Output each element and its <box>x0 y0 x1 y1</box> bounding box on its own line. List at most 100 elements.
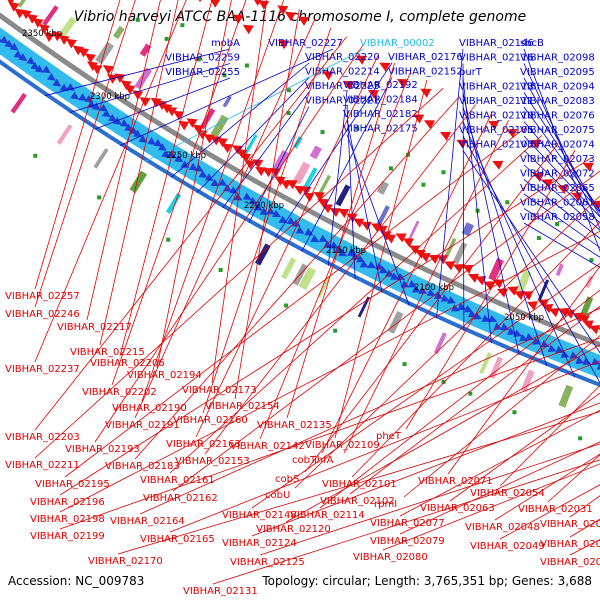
forward-gene-arrow <box>334 245 344 253</box>
forward-gene-arrow <box>493 322 503 330</box>
reverse-gene-arrow <box>317 198 329 209</box>
reverse-gene-arrow <box>5 0 17 6</box>
leader-line-bottom <box>134 18 316 419</box>
gene-label-top: VIBHAR_02098 <box>520 53 595 64</box>
feature-block <box>113 25 125 40</box>
green-mark <box>286 111 291 116</box>
gene-label-bottom: VIBHAR_02183 <box>105 461 180 472</box>
forward-gene-arrow <box>569 351 579 359</box>
leader-line-bottom <box>111 0 247 386</box>
reverse-gene-arrow <box>232 14 244 24</box>
forward-gene-arrow <box>133 129 143 138</box>
reverse-gene-arrow <box>297 16 310 26</box>
gene-label-top: VIBHAR_02111 <box>459 96 534 107</box>
leader-line-top <box>462 106 548 367</box>
leader-line-bottom <box>334 79 428 439</box>
green-mark <box>320 130 325 135</box>
green-mark <box>135 17 140 22</box>
gene-label-top: VIBHAR_02255 <box>165 67 240 78</box>
gene-label-bottom: VIBHAR_02079 <box>370 536 445 547</box>
leader-line-bottom <box>34 0 187 363</box>
forward-gene-arrow <box>108 113 117 122</box>
feature-block <box>17 0 27 8</box>
forward-gene-arrow <box>91 102 101 111</box>
leader-line-bottom <box>59 337 600 530</box>
reverse-gene-arrow <box>255 166 267 177</box>
leader-line-bottom <box>304 142 559 473</box>
leader-line-top <box>523 92 600 212</box>
feature-block <box>520 369 535 393</box>
leader-line-bottom <box>119 0 213 357</box>
leader-line-bottom <box>349 305 600 495</box>
leader-line-bottom <box>403 335 600 498</box>
kbp-tick-label: 2150 kbp <box>326 246 366 256</box>
gene-label-top: VIBHAR_02221 <box>305 96 380 107</box>
gene-label-bottom: VIBHAR_02215 <box>70 347 145 358</box>
feature-block <box>479 352 492 375</box>
feature-block <box>317 174 331 196</box>
reverse-gene-arrow <box>530 139 542 149</box>
leader-line-bottom <box>399 409 600 517</box>
reverse-gene-arrow <box>413 114 425 124</box>
forward-gene-arrow <box>210 178 220 187</box>
leader-line-bottom <box>321 112 493 454</box>
gene-label-bottom: VIBHAR_02211 <box>5 460 80 471</box>
leader-line-top <box>44 48 231 97</box>
feature-block <box>585 275 594 289</box>
green-mark <box>441 379 446 384</box>
forward-gene-arrow <box>198 170 208 178</box>
reverse-gene-arrow <box>277 5 289 15</box>
forward-gene-arrow <box>70 91 80 100</box>
gene-label-bottom: VIBHAR_02015 <box>540 519 600 530</box>
gene-label-top: VIBHAR_02175 <box>343 124 418 135</box>
leader-line-bottom <box>169 360 600 533</box>
reverse-gene-arrow <box>26 13 38 24</box>
leader-line-bottom <box>343 120 510 454</box>
feature-block <box>309 145 322 160</box>
gene-label-top: VIBHAR_02182 <box>343 109 418 120</box>
leader-line-bottom <box>86 0 161 321</box>
reverse-gene-arrow <box>557 184 569 195</box>
reverse-gene-arrow <box>337 208 350 218</box>
leader-line-bottom <box>117 411 600 555</box>
reverse-gene-arrow <box>173 110 185 121</box>
reverse-gene-arrow <box>475 276 487 286</box>
forward-gene-arrow <box>34 64 44 73</box>
gene-label-top: VIBHAR_02076 <box>520 111 595 122</box>
leader-line-top <box>523 150 600 224</box>
forward-gene-arrow <box>532 337 542 345</box>
reverse-gene-arrow <box>379 62 391 72</box>
leader-line-bottom <box>499 484 600 540</box>
forward-gene-arrow <box>513 329 523 337</box>
forward-gene-arrow <box>229 186 239 194</box>
forward-gene-arrow <box>41 65 51 74</box>
reverse-gene-arrow <box>462 264 474 275</box>
feature-block <box>243 134 258 155</box>
forward-gene-arrow <box>278 215 288 224</box>
genome-summary: Topology: circular; Length: 3,765,351 bp… <box>262 574 592 588</box>
gene-label-bottom: VIBHAR_02077 <box>370 518 445 529</box>
gene-label-bottom: VIBHAR_02101 <box>322 479 397 490</box>
reverse-gene-arrow <box>541 179 554 189</box>
reverse-gene-arrow <box>139 97 151 107</box>
reverse-gene-arrow <box>588 324 600 335</box>
forward-gene-arrow <box>248 196 258 205</box>
gene-label-bottom: cobU <box>265 490 290 501</box>
leader-line-bottom <box>447 265 600 475</box>
gene-label-bottom: VIBHAR_02257 <box>5 291 80 302</box>
gene-label-bottom: VIBHAR_02120 <box>256 524 331 535</box>
reverse-gene-arrow <box>322 71 334 81</box>
leader-line-bottom <box>139 307 600 515</box>
reverse-gene-arrow <box>483 281 495 291</box>
reverse-gene-arrow <box>428 254 440 264</box>
green-mark <box>402 362 407 367</box>
green-mark <box>222 73 227 78</box>
gene-label-bottom: VIBHAR_02142 <box>230 441 305 452</box>
feature-block <box>488 258 504 282</box>
reverse-gene-arrow <box>452 264 464 274</box>
reverse-gene-arrow <box>414 249 426 259</box>
feature-block <box>210 114 229 138</box>
leader-line-top <box>523 193 600 249</box>
reverse-gene-arrow <box>513 290 526 301</box>
forward-gene-arrow <box>59 83 69 92</box>
